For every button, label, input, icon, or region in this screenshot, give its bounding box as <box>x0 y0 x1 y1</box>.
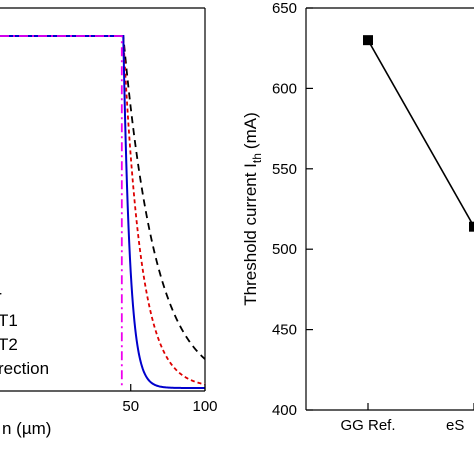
right-y-tick-label-450: 450 <box>272 322 297 339</box>
right-y-tick-label-650: 650 <box>272 0 297 17</box>
right-series-line-1 <box>367 39 474 228</box>
left-chart: 50 100 r T1 T2 rection n (µm) <box>0 7 218 438</box>
right-y-axis-label-main: Threshold current I <box>241 163 260 306</box>
right-data-point-1 <box>363 35 373 46</box>
left-legend-entry-3: T2 <box>0 335 18 354</box>
right-chart: 400 450 500 550 600 650 GG Ref. eS Threshold c… <box>241 0 474 434</box>
right-y-axis-label: Threshold current Ith (mA) <box>241 112 264 306</box>
left-legend: r T1 T2 rection <box>0 287 49 378</box>
left-legend-entry-4: rection <box>0 359 49 378</box>
left-series-group <box>0 35 206 389</box>
left-x-axis-label: n (µm) <box>2 419 51 438</box>
right-x-ticks: GG Ref. eS <box>340 403 474 434</box>
left-legend-entry-1: r <box>0 287 2 306</box>
right-y-ticks: 400 450 500 550 600 650 <box>272 0 313 419</box>
right-series-group <box>363 35 474 232</box>
right-y-tick-label-550: 550 <box>272 161 297 178</box>
left-x-ticks: 50 100 <box>122 384 218 415</box>
left-series-line-1 <box>0 35 206 360</box>
left-series-line-3 <box>0 35 205 389</box>
right-y-tick-label-600: 600 <box>272 80 297 97</box>
right-y-tick-label-400: 400 <box>272 402 297 419</box>
right-data-point-2 <box>469 221 474 232</box>
right-x-tick-label-2: eS <box>446 417 464 434</box>
left-legend-entry-2: T1 <box>0 311 18 330</box>
left-x-tick-label-100: 100 <box>192 398 217 415</box>
right-y-axis-label-unit: (mA) <box>241 112 260 149</box>
left-x-tick-label-50: 50 <box>122 398 139 415</box>
left-series-line-2 <box>0 35 206 386</box>
right-y-axis-label-sub: th <box>250 153 264 163</box>
right-y-tick-label-500: 500 <box>272 241 297 258</box>
left-series-line-4 <box>0 35 123 388</box>
right-x-tick-label-1: GG Ref. <box>340 417 395 434</box>
